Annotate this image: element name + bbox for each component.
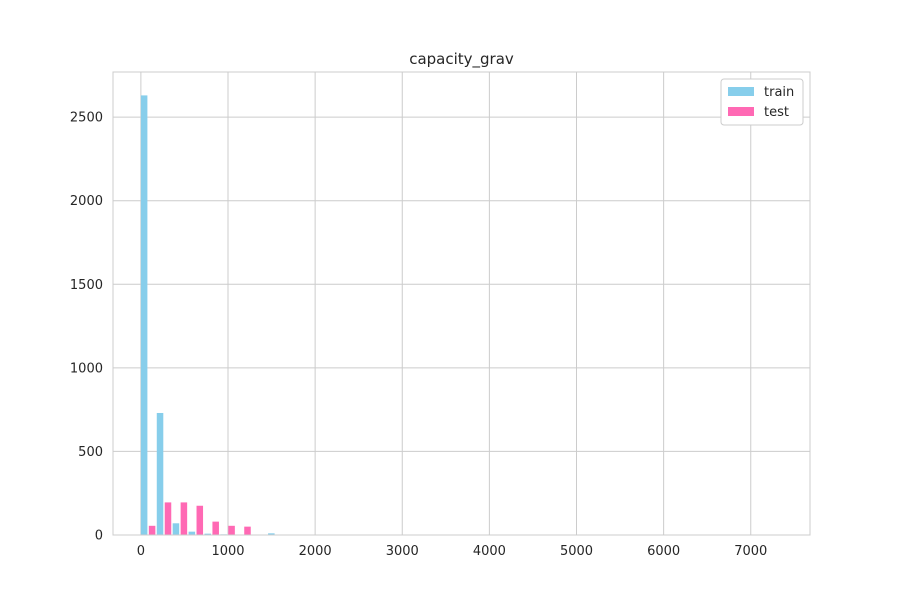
legend-label-test: test [764, 105, 789, 120]
x-tick-label: 4000 [473, 544, 506, 559]
x-tick-label: 6000 [647, 544, 680, 559]
bar-test [212, 521, 219, 535]
legend-swatch-test [728, 107, 754, 116]
bars [140, 95, 307, 535]
y-tick-label: 0 [95, 529, 103, 544]
y-tick-label: 1000 [70, 361, 103, 376]
x-tick-label: 2000 [299, 544, 332, 559]
tick-labels: 0 1000 2000 3000 4000 5000 6000 7000 0 500 1000 150… [70, 111, 767, 559]
legend-swatch-train [728, 87, 754, 96]
legend-label-train: train [764, 85, 794, 100]
y-tick-label: 2500 [70, 111, 103, 126]
bar-test [196, 505, 204, 535]
y-tick-label: 2000 [70, 194, 103, 209]
bar-train [204, 533, 212, 535]
chart-title: capacity_grav [409, 50, 514, 69]
y-tick-label: 1500 [70, 278, 103, 293]
bar-test [244, 526, 251, 535]
x-tick-label: 1000 [211, 544, 244, 559]
x-tick-label: 7000 [734, 544, 767, 559]
bar-test [164, 502, 172, 535]
bar-train [188, 531, 196, 535]
x-tick-label: 0 [137, 544, 145, 559]
y-tick-label: 500 [78, 445, 103, 460]
bar-test [228, 525, 235, 535]
bar-test [148, 525, 156, 535]
x-tick-label: 3000 [386, 544, 419, 559]
bar-train [140, 95, 148, 535]
bar-train [156, 412, 164, 535]
bar-train [172, 523, 180, 535]
x-tick-label: 5000 [560, 544, 593, 559]
legend: train test [720, 78, 804, 126]
bar-test [180, 502, 188, 535]
grid [113, 72, 810, 536]
bar-train [268, 533, 275, 535]
plot-frame [112, 71, 811, 536]
